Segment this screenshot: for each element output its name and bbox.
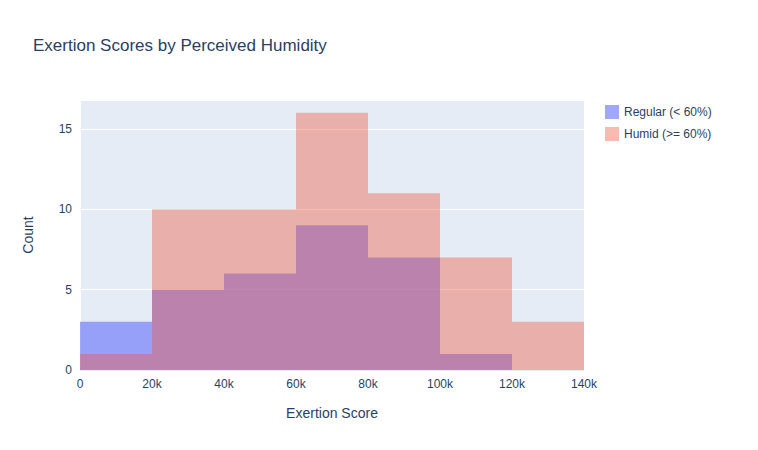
svg-text:10: 10 [59,202,73,216]
svg-text:Count: Count [20,216,36,253]
svg-text:Exertion Score: Exertion Score [286,405,378,421]
svg-text:120k: 120k [499,377,526,391]
svg-text:5: 5 [65,283,72,297]
svg-text:Humid (>= 60%): Humid (>= 60%) [624,127,711,141]
svg-text:0: 0 [77,377,84,391]
svg-text:Exertion Scores by Perceived H: Exertion Scores by Perceived Humidity [33,36,327,55]
svg-text:140k: 140k [571,377,598,391]
svg-text:20k: 20k [142,377,162,391]
svg-text:80k: 80k [358,377,378,391]
svg-text:0: 0 [65,363,72,377]
svg-text:60k: 60k [286,377,306,391]
svg-text:40k: 40k [214,377,234,391]
svg-text:15: 15 [59,122,73,136]
svg-text:100k: 100k [427,377,454,391]
svg-text:Regular (< 60%): Regular (< 60%) [624,105,712,119]
